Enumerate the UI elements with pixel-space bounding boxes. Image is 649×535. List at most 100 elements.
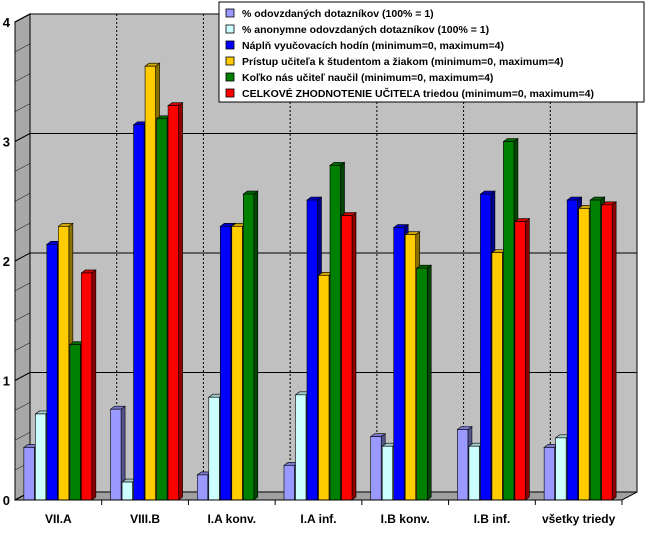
bar-vii.a-s6 [80,269,97,501]
bar-i.b-konv.-s5 [415,264,433,501]
gridline-side [14,163,31,172]
bar-front [329,165,341,501]
legend-swatch [225,88,235,98]
bar-front [283,465,295,501]
bar-front [144,65,156,501]
legend-label: Prístup učiteľa k študentom a žiakom (mi… [242,56,563,68]
legend-box [218,1,645,103]
gridline-side [14,342,31,351]
bar-side [351,211,357,501]
legend-swatch [225,8,235,18]
bar-front [318,275,330,501]
x-tick-label: VIII.B [130,512,160,526]
bar-front [416,267,428,501]
y-tick-label: 0 [3,493,10,508]
gridline-side [14,43,31,53]
bar-front [589,199,601,501]
bar-front [133,124,145,501]
legend-label: Koľko nás učiteľ naučil (minimum=0, maxi… [242,72,493,84]
gridline-side [14,133,31,142]
gridline-side [14,282,31,292]
legend-swatch [225,72,235,82]
bar-i.b-inf.-s6 [514,217,531,501]
bar-front [514,221,526,501]
bar-side [426,264,432,501]
legend-swatch [225,56,235,66]
bar-front [578,208,590,501]
bar-side [611,201,617,501]
legend-label: Náplň vyučovacích hodín (minimum=0, maxi… [242,40,504,52]
gridline-side [14,252,31,262]
bar-front [156,118,168,501]
bar-front [231,226,243,501]
x-tick-label: VII.A [45,512,72,526]
bar-side [253,190,259,501]
legend-item: % odovzdaných dotazníkov (100% = 1) [225,8,434,20]
bar-side [525,217,530,501]
bar-front [69,344,81,501]
bar-front [196,474,209,501]
x-tick-label: všetky triedy [542,512,616,526]
bar-front [242,193,255,501]
legend-swatch [225,40,235,50]
legend: % odovzdaných dotazníkov (100% = 1) % ano… [218,1,645,103]
bar-front [566,199,578,501]
bar-všetky-triedy-s6 [600,201,618,501]
gridline-side [14,73,31,82]
bar-front [23,447,35,501]
bar-viii.b-s1 [109,405,126,501]
bar-front [601,204,613,501]
y-tick-label: 1 [3,374,10,389]
bar-front [306,199,318,501]
bar-front [480,193,492,501]
bar-front [46,243,58,501]
legend-label: CELKOVÉ ZHODNOTENIE UČITEĽA triedou (min… [242,87,594,100]
bar-i.a-inf.-s6 [340,211,357,501]
legend-label: % anonymne odovzdaných dotazníkov (100% … [242,24,489,36]
y-tick-label: 4 [3,15,11,30]
bar-front [468,445,480,501]
bar-front [35,413,47,501]
bar-front [58,226,70,501]
bar-front [370,436,382,501]
legend-swatch [225,24,235,34]
x-tick-label: I.B inf. [474,512,511,526]
bar-front [208,396,220,501]
legend-item: Náplň vyučovacích hodín (minimum=0, maxi… [225,40,504,52]
bar-front [121,481,133,501]
bar-series [22,62,618,501]
bar-front [110,408,122,501]
bar-front [457,429,469,501]
gridline-side [14,193,31,202]
gridline-side [14,372,31,381]
y-tick-label: 3 [3,135,10,150]
bar-front [341,215,353,501]
bar-front [555,437,567,501]
legend-item: % anonymne odovzdaných dotazníkov (100% … [225,24,489,36]
bar-side [91,269,97,501]
legend-item: Prístup učiteľa k študentom a žiakom (mi… [225,56,563,68]
bar-front [503,141,515,501]
gridline-side [14,13,31,23]
y-tick-label: 2 [3,254,10,269]
bar-front [491,252,503,501]
bar-front [81,272,93,501]
legend-item: Koľko nás učiteľ naučil (minimum=0, maxi… [225,72,493,84]
bar-side [178,102,183,501]
y-axis: 0 1 2 3 4 [3,15,622,508]
bar-front [543,447,555,501]
bar-viii.b-s6 [167,102,184,501]
gridline-side [14,432,31,441]
bar-front [393,227,405,501]
x-tick-label: I.A inf. [300,512,336,526]
bar-front [381,445,394,501]
x-tick-label: I.A konv. [207,512,256,526]
bar-i.a-konv.-s5 [242,190,259,501]
gridline-side [14,312,31,321]
gridline-side [14,402,31,411]
x-tick-label: I.B konv. [381,512,430,526]
bar-front [295,394,307,501]
gridline-side [14,222,31,232]
